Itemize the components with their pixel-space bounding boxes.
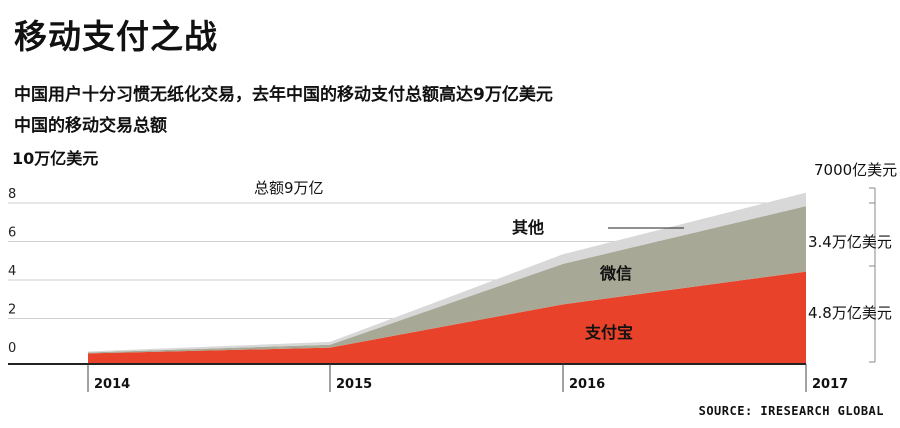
area-wechat [88, 206, 806, 354]
y-tick-label: 6 [8, 226, 16, 241]
y-tick-label: 0 [8, 341, 16, 356]
series-label-alipay: 支付宝 [584, 323, 633, 342]
series-label-wechat: 微信 [599, 264, 632, 283]
y-tick-label: 4 [8, 264, 16, 279]
x-tick-label: 2016 [569, 377, 605, 392]
total-annotation: 总额9万亿 [254, 179, 324, 197]
y-unit-label: 10万亿美元 [12, 149, 99, 168]
source-credit: SOURCE: IRESEARCH GLOBAL [698, 404, 884, 418]
x-tick-label: 2017 [812, 377, 848, 392]
x-tick-label: 2015 [336, 377, 372, 392]
chart-subtitle: 中国用户十分习惯无纸化交易，去年中国的移动支付总额高达9万亿美元 [14, 85, 553, 105]
y-tick-label: 2 [8, 303, 16, 318]
x-tick-label: 2014 [94, 377, 130, 392]
chart-heading: 中国的移动交易总额 [14, 116, 167, 136]
alipay-2017-annotation: 4.8万亿美元 [808, 304, 892, 322]
area-alipay [88, 271, 806, 364]
wechat-2017-annotation: 3.4万亿美元 [808, 233, 892, 251]
other-2017-annotation: 7000亿美元 [814, 161, 897, 179]
chart-title: 移动支付之战 [14, 17, 218, 56]
series-label-other: 其他 [512, 218, 544, 237]
y-tick-label: 8 [8, 187, 16, 202]
